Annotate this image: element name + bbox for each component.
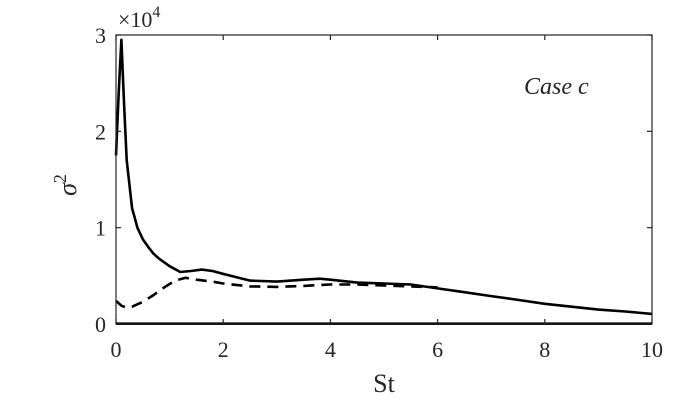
y-multiplier-label: ×104 xyxy=(118,4,160,32)
multiplier-base: ×10 xyxy=(118,7,152,32)
plot-frame xyxy=(115,34,653,325)
y-axis-symbol: σ xyxy=(53,182,82,196)
y-tick-label: 2 xyxy=(95,119,106,144)
series-line-1 xyxy=(114,38,653,316)
axis-ticks xyxy=(115,34,653,325)
series-line-2 xyxy=(115,276,438,309)
y-tick-label: 1 xyxy=(95,216,106,241)
x-tick-label: 0 xyxy=(111,337,122,362)
y-axis-label: σ2 xyxy=(50,174,82,196)
multiplier-exponent: 4 xyxy=(152,4,160,21)
x-tick-label: 4 xyxy=(325,337,336,362)
y-tick-label: 3 xyxy=(95,23,106,48)
tick-labels: 0 2 4 6 8 10 0 1 2 3 xyxy=(95,23,663,362)
y-axis-exponent: 2 xyxy=(50,174,70,183)
y-tick-label: 0 xyxy=(95,312,106,337)
case-annotation: Case c xyxy=(524,74,589,100)
x-axis-label: St xyxy=(373,369,395,398)
x-tick-label: 2 xyxy=(218,337,229,362)
x-tick-label: 8 xyxy=(539,337,550,362)
x-tick-label: 10 xyxy=(641,337,663,362)
x-tick-label: 6 xyxy=(432,337,443,362)
